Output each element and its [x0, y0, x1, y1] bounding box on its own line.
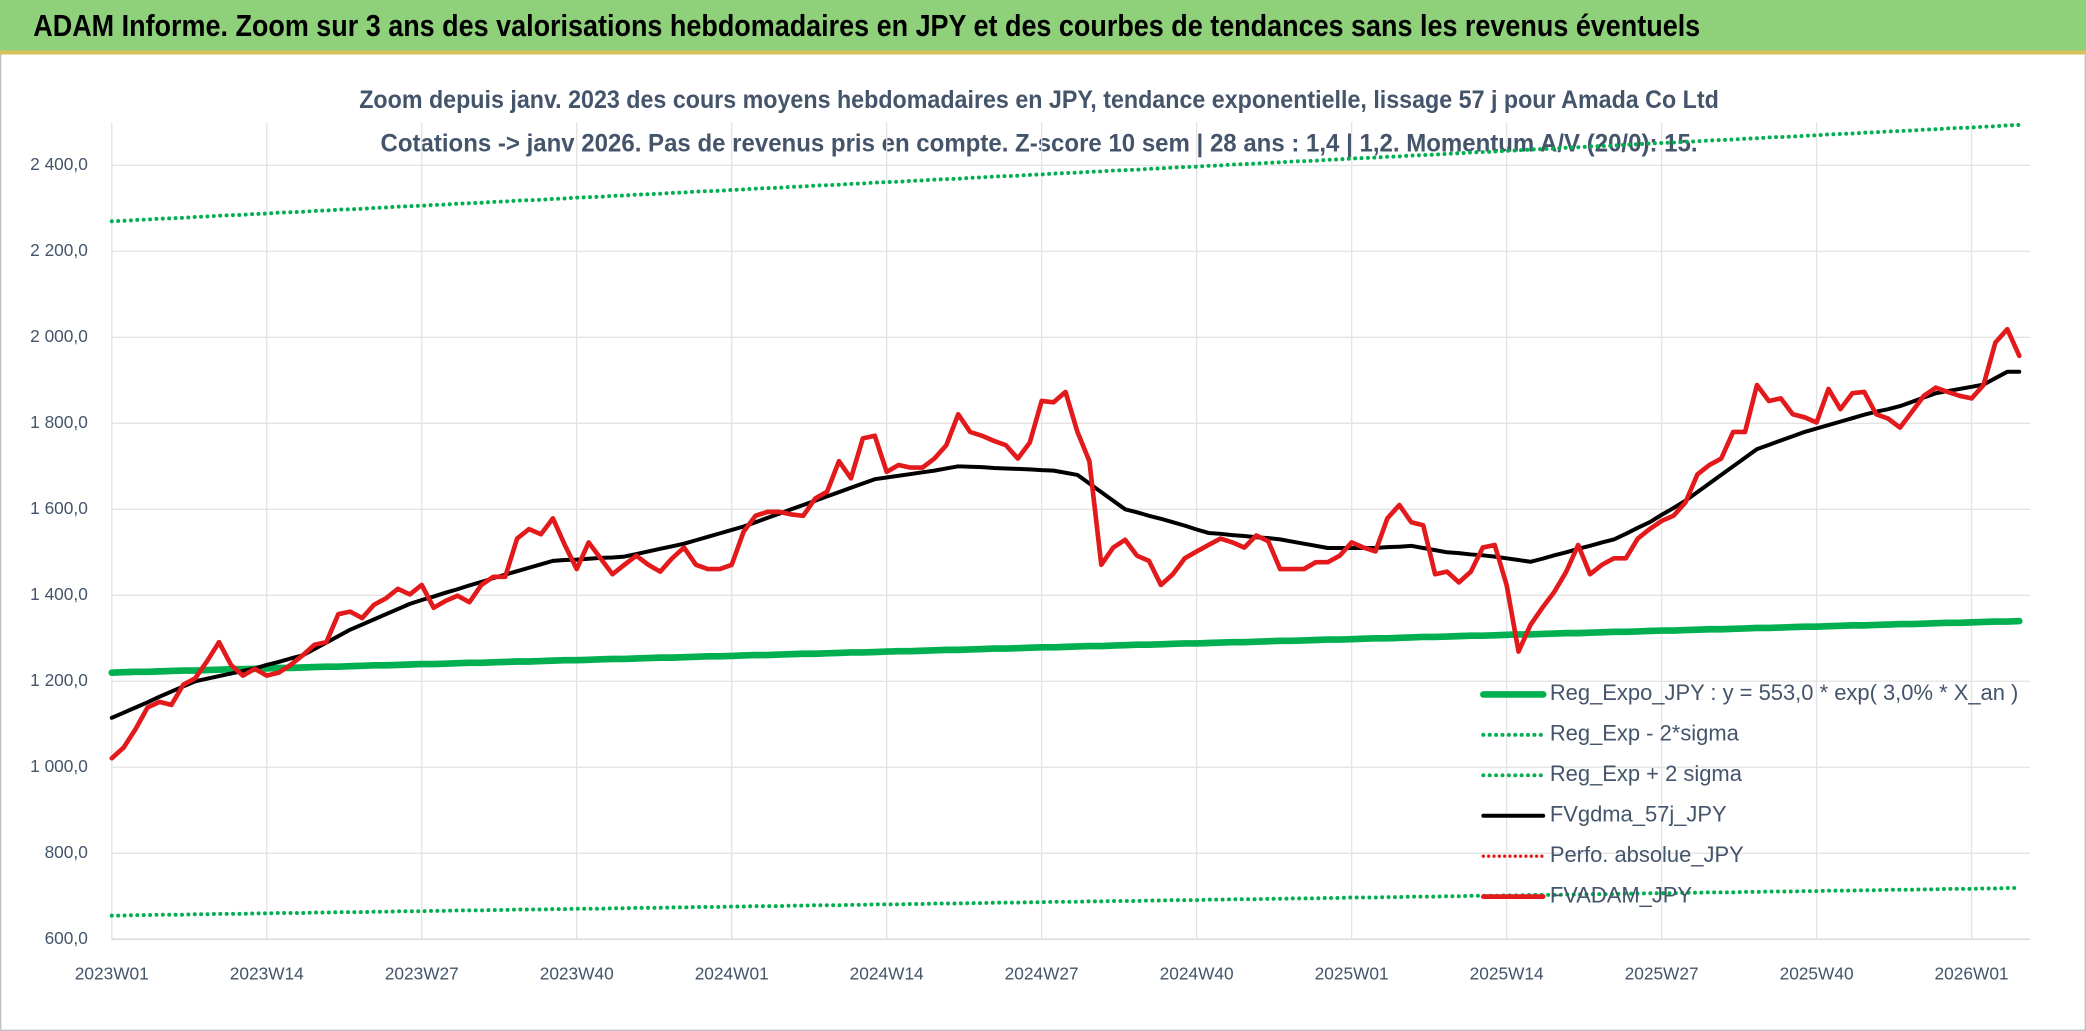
y-tick-label: 600,0 — [45, 928, 88, 948]
y-tick-label: 1 200,0 — [30, 670, 88, 690]
series-line — [109, 886, 2022, 918]
x-tick-label: 2023W40 — [540, 964, 614, 984]
x-tick-label: 2024W14 — [850, 964, 924, 984]
series-line — [109, 122, 2022, 224]
y-tick-label: 1 800,0 — [30, 412, 88, 432]
x-tick-label: 2023W01 — [75, 964, 149, 984]
y-tick-label: 1 600,0 — [30, 498, 88, 518]
x-tick-label: 2025W14 — [1470, 964, 1544, 984]
y-tick-label: 2 200,0 — [30, 240, 88, 260]
series-line — [108, 617, 2023, 676]
legend-label: Reg_Expo_JPY : y = 553,0 * exp( 3,0% * X… — [1550, 680, 2018, 705]
series-line — [109, 326, 2022, 761]
plot — [108, 122, 2023, 918]
legend-label: FVgdma_57j_JPY — [1550, 802, 1727, 827]
x-tick-label: 2025W40 — [1780, 964, 1854, 984]
chart-title: ADAM Informe. Zoom sur 3 ans des valoris… — [33, 9, 1700, 43]
legend-label: Perfo. absolue_JPY — [1550, 842, 1744, 867]
y-tick-label: 1 400,0 — [30, 584, 88, 604]
y-tick-label: 2 000,0 — [30, 326, 88, 346]
chart-subtitle: Cotations -> janv 2026. Pas de revenus p… — [380, 130, 1697, 158]
x-tick-label: 2025W01 — [1315, 964, 1389, 984]
header-rule — [0, 50, 2086, 55]
y-tick-label: 2 400,0 — [30, 154, 88, 174]
legend-label: FVADAM_JPY — [1550, 882, 1693, 907]
chart-subtitle: Zoom depuis janv. 2023 des cours moyens … — [359, 86, 1719, 114]
legend-label: Reg_Exp + 2 sigma — [1550, 761, 1743, 786]
grid: 600,0 800,0 1 000,0 1 200,0 1 400,0 1 600,0 1 … — [30, 122, 2031, 984]
x-tick-label: 2024W01 — [695, 964, 769, 984]
x-tick-label: 2025W27 — [1625, 964, 1699, 984]
x-tick-label: 2023W14 — [230, 964, 304, 984]
x-tick-label: 2026W01 — [1935, 964, 2009, 984]
header-bar — [0, 0, 2086, 54]
x-tick-label: 2023W27 — [385, 964, 459, 984]
y-tick-label: 800,0 — [45, 842, 88, 862]
legend-label: Reg_Exp - 2*sigma — [1550, 721, 1740, 746]
legend: Reg_Expo_JPY : y = 553,0 * exp( 3,0% * X… — [1480, 680, 2018, 907]
x-tick-label: 2024W40 — [1160, 964, 1234, 984]
y-tick-label: 1 000,0 — [30, 756, 88, 776]
x-tick-label: 2024W27 — [1005, 964, 1079, 984]
